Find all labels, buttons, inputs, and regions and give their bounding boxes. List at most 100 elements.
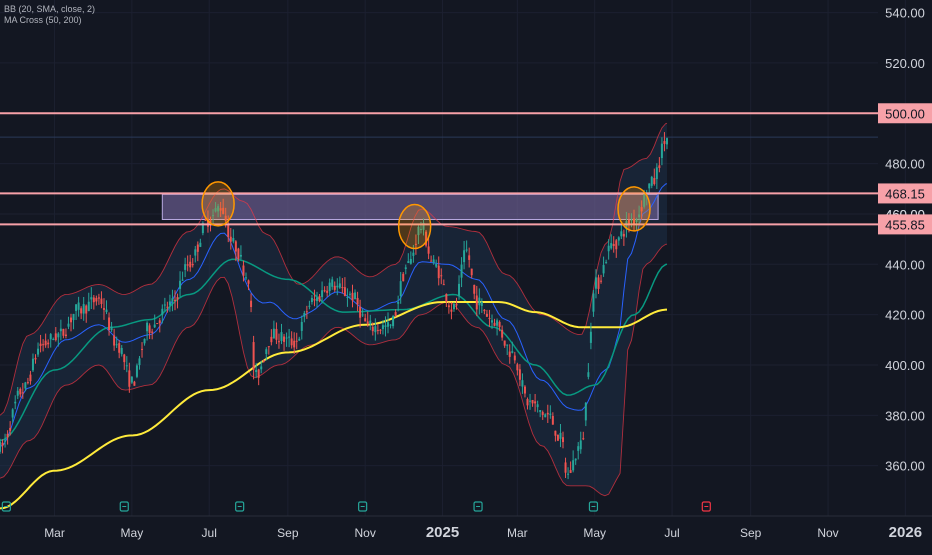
level-label-bg-1 (878, 183, 932, 204)
candle-body-137 (346, 296, 349, 298)
candle-body-168 (425, 231, 428, 246)
candle-body-121 (305, 311, 308, 313)
candle-body-138 (348, 293, 351, 295)
candle-body-136 (343, 287, 346, 296)
candle-body-231 (584, 402, 587, 421)
candle-body-44 (110, 326, 113, 331)
candle-body-223 (564, 462, 567, 473)
price-tick-8: 380.00 (885, 408, 925, 423)
candle-body-227 (574, 458, 577, 461)
candle-body-261 (660, 143, 663, 159)
candle-body-244 (617, 237, 620, 241)
candle-body-105 (265, 349, 268, 354)
candle-body-63 (158, 320, 161, 324)
candle-body-71 (179, 280, 182, 289)
candle-body-165 (417, 226, 420, 236)
candle-body-48 (120, 347, 123, 355)
candle-body-111 (280, 332, 283, 341)
candle-body-102 (257, 369, 260, 378)
price-tick-5: 440.00 (885, 257, 925, 272)
candle-body-249 (630, 219, 633, 221)
candle-body-251 (635, 219, 638, 223)
candle-body-72 (181, 279, 184, 281)
highlight-circle-0 (201, 181, 235, 227)
candle-body-237 (600, 280, 603, 282)
candle-body-218 (551, 415, 554, 425)
candle-body-188 (475, 295, 478, 310)
price-tick-7: 400.00 (885, 358, 925, 373)
candle-body-157 (397, 301, 400, 304)
candle-body-52 (130, 376, 133, 383)
candle-body-240 (607, 245, 610, 252)
candle-body-199 (503, 340, 506, 346)
candle-body-245 (620, 231, 623, 237)
candle-body-39 (97, 297, 100, 299)
candle-body-83 (209, 219, 212, 225)
candle-body-217 (549, 413, 552, 415)
candle-body-88 (222, 207, 225, 214)
highlight-circle-1 (397, 203, 432, 250)
candle-body-12 (29, 374, 32, 382)
candle-body-50 (125, 365, 128, 367)
legend-ma-cross[interactable]: MA Cross (50, 200) (4, 15, 82, 25)
candle-body-56 (141, 348, 144, 350)
candle-body-96 (242, 265, 245, 276)
candle-body-103 (260, 366, 263, 370)
candle-body-253 (640, 207, 643, 212)
candle-body-27 (67, 323, 70, 327)
event-marker-2 (235, 501, 245, 512)
candle-body-77 (194, 249, 197, 256)
candle-body-169 (427, 246, 430, 254)
time-tick-9: Sep (740, 526, 762, 540)
candle-body-201 (508, 351, 511, 357)
indicator-legend: BB (20, SMA, close, 2) MA Cross (50, 200… (4, 4, 95, 26)
candle-body-166 (419, 228, 422, 230)
event-marker-4 (473, 501, 483, 512)
candle-body-31 (77, 302, 80, 310)
candle-body-172 (435, 263, 438, 267)
candle-body-109 (275, 328, 278, 340)
level-label-bg-2 (878, 214, 932, 235)
candle-body-8 (19, 388, 22, 395)
highlight-circle-2 (617, 186, 651, 232)
candle-body-45 (113, 335, 116, 346)
candle-body-90 (227, 224, 230, 238)
candle-body-158 (399, 281, 402, 297)
price-tick-3: 480.00 (885, 157, 925, 172)
candle-body-164 (414, 243, 417, 245)
candle-body-107 (270, 336, 273, 343)
candle-body-151 (381, 325, 384, 330)
candle-body-210 (531, 399, 534, 404)
candle-body-162 (409, 258, 412, 264)
ma200-line (0, 301, 667, 510)
candle-body-233 (589, 331, 592, 343)
candle-body-141 (356, 297, 359, 305)
candle-body-91 (229, 236, 232, 242)
candle-body-58 (146, 322, 149, 332)
candle-body-145 (366, 321, 369, 324)
candle-body-216 (546, 412, 549, 415)
candle-body-97 (244, 277, 247, 279)
candle-body-226 (572, 460, 575, 471)
candle-body-128 (323, 290, 326, 292)
candle-body-174 (440, 275, 443, 277)
legend-bb[interactable]: BB (20, SMA, close, 2) (4, 4, 96, 14)
candle-body-175 (442, 284, 445, 286)
candle-body-183 (463, 250, 466, 263)
candle-body-82 (206, 218, 209, 227)
candle-body-5 (11, 409, 14, 418)
candle-body-123 (310, 297, 313, 303)
candle-body-160 (404, 267, 407, 270)
candle-body-260 (658, 165, 661, 169)
candle-body-262 (663, 141, 666, 144)
candle-body-122 (308, 305, 311, 307)
candle-body-195 (493, 322, 496, 326)
candle-body-222 (562, 437, 565, 443)
highlight-circles (201, 181, 651, 250)
candle-body-176 (445, 293, 448, 302)
level-label-2: 455.85 (885, 217, 925, 232)
candle-body-130 (328, 282, 331, 292)
event-marker-6 (701, 501, 711, 512)
